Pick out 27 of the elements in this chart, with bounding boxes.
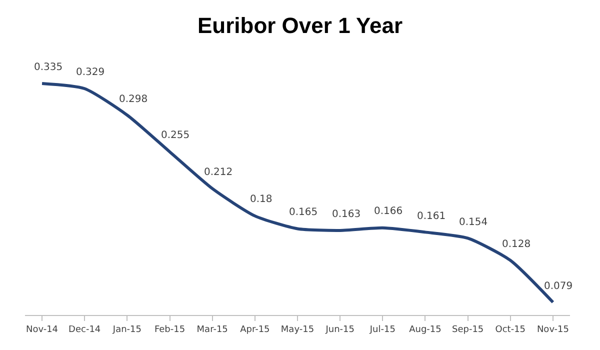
data-label: 0.255	[161, 130, 190, 141]
data-label: 0.128	[502, 239, 531, 250]
x-tick-label: Aug-15	[409, 324, 442, 335]
x-tick-label: Feb-15	[154, 324, 186, 335]
data-label: 0.18	[250, 194, 272, 205]
data-label: 0.079	[544, 281, 573, 292]
chart-title: Euribor Over 1 Year	[197, 12, 403, 38]
x-tick-label: Nov-15	[536, 324, 569, 335]
data-label: 0.298	[119, 94, 148, 105]
data-label: 0.161	[417, 211, 446, 222]
x-tick-label: Oct-15	[495, 324, 526, 335]
x-tick-label: Dec-14	[68, 324, 101, 335]
data-label: 0.335	[34, 62, 63, 73]
data-label: 0.166	[374, 206, 403, 217]
data-label: 0.165	[289, 207, 318, 218]
data-label: 0.329	[76, 67, 105, 78]
x-tick-label: Jul-15	[368, 324, 396, 335]
x-tick-label: Jan-15	[112, 324, 142, 335]
data-label: 0.163	[332, 209, 361, 220]
x-tick-label: Jun-15	[324, 324, 354, 335]
data-label: 0.154	[459, 217, 488, 228]
x-tick-label: Nov-14	[26, 324, 58, 335]
x-tick-label: Mar-15	[196, 324, 228, 335]
x-tick-label: Sep-15	[452, 324, 484, 335]
data-label: 0.212	[204, 167, 233, 178]
x-tick-label: May-15	[280, 324, 314, 335]
x-tick-label: Apr-15	[240, 324, 270, 335]
